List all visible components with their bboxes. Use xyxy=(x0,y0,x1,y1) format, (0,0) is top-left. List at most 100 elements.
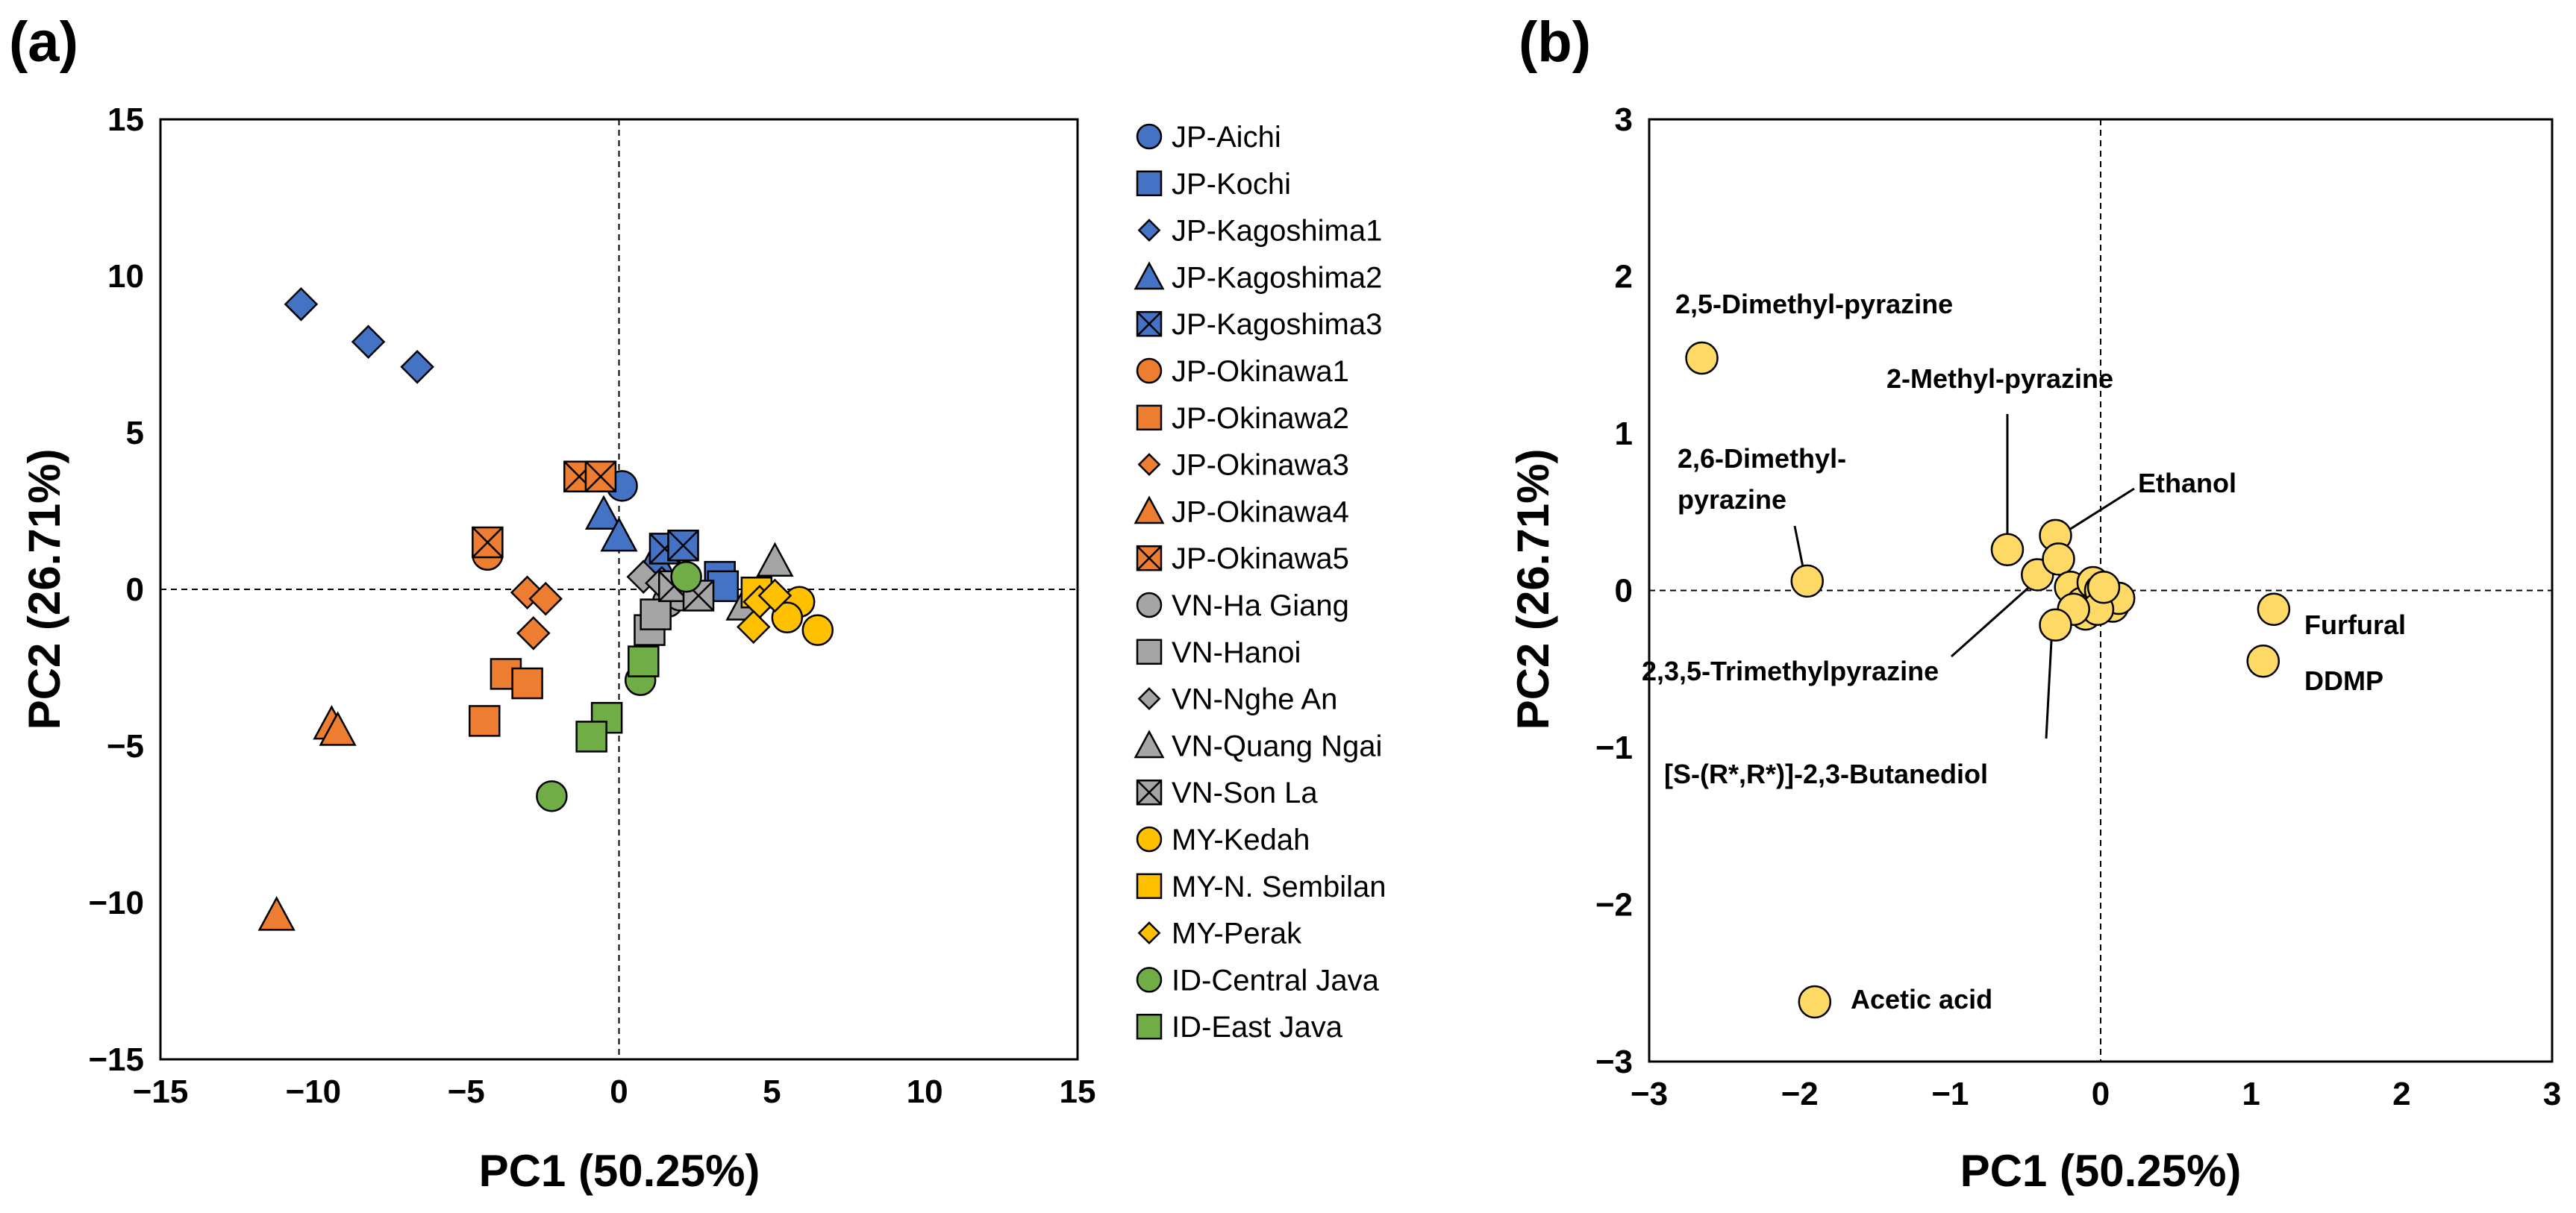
legend-label: JP-Okinawa4 xyxy=(1172,495,1349,528)
legend-item: JP-Kochi xyxy=(1136,168,1291,201)
legend-item: VN-Quang Ngai xyxy=(1134,730,1382,762)
annotation-label: 2-Methyl-pyrazine xyxy=(1886,363,2113,394)
legend-item: JP-Okinawa3 xyxy=(1137,449,1349,482)
x-tick-label: −1 xyxy=(1931,1076,1969,1112)
legend-label: MY-Perak xyxy=(1172,918,1302,950)
legend-item: ID-East Java xyxy=(1136,1011,1343,1044)
legend-item: VN-Nghe An xyxy=(1137,683,1337,716)
x-tick-label: 0 xyxy=(610,1073,628,1110)
data-point xyxy=(516,616,551,651)
y-axis-title-a: PC2 (26.71%) xyxy=(19,449,69,730)
legend-label: VN-Son La xyxy=(1172,777,1318,809)
x-tick-label: −10 xyxy=(286,1073,342,1110)
legend-item: JP-Kagoshima2 xyxy=(1134,261,1382,294)
legend-marker xyxy=(1134,261,1165,290)
x-tick-label: 1 xyxy=(2242,1076,2260,1112)
legend-marker xyxy=(1137,219,1161,242)
data-point xyxy=(257,896,296,931)
annotation-label: 2,6-Dimethyl- xyxy=(1678,443,1846,474)
x-axis-title-a: PC1 (50.25%) xyxy=(479,1146,760,1196)
legend-item: JP-Okinawa1 xyxy=(1136,355,1349,388)
legend-label: ID-East Java xyxy=(1172,1011,1343,1044)
panel-label-a: (a) xyxy=(9,10,78,74)
annotations-b: 2,5-Dimethyl-pyrazine 2-Methyl-pyrazine … xyxy=(1642,289,2406,1015)
legend-label: VN-Ha Giang xyxy=(1172,589,1349,622)
legend-label: JP-Kagoshima3 xyxy=(1172,308,1382,341)
annotation-label: Furfural xyxy=(2304,609,2406,640)
data-point xyxy=(1685,341,1719,375)
legend-item: VN-Son La xyxy=(1136,777,1318,809)
legend-label: JP-Okinawa3 xyxy=(1172,449,1349,482)
y-tick-label: 0 xyxy=(126,571,144,608)
y-tick-label: 3 xyxy=(1615,101,1633,138)
x-tick-label: 5 xyxy=(763,1073,781,1110)
x-tick-label: 2 xyxy=(2392,1076,2410,1112)
annotation-label: Ethanol xyxy=(2138,468,2236,498)
y-tick-label: −5 xyxy=(107,728,144,765)
data-point xyxy=(584,460,617,493)
points-a xyxy=(257,287,834,931)
legend-marker xyxy=(1136,1013,1163,1040)
x-tick-label: 0 xyxy=(2092,1076,2110,1112)
data-point xyxy=(670,560,702,593)
y-tick-label: 15 xyxy=(107,101,144,138)
y-tick-labels-a: −15 −10 −5 0 5 10 15 xyxy=(88,101,144,1078)
legend-item: JP-Okinawa5 xyxy=(1136,542,1349,575)
data-point xyxy=(400,350,434,384)
data-point xyxy=(2086,571,2121,604)
legend-label: MY-Kedah xyxy=(1172,824,1310,856)
legend-label: JP-Okinawa2 xyxy=(1172,402,1349,435)
legend-marker xyxy=(1136,123,1163,150)
data-point xyxy=(536,780,568,812)
x-tick-labels-a: −15 −10 −5 0 5 10 15 xyxy=(133,1073,1096,1110)
data-point xyxy=(1798,985,1832,1019)
legend-item: JP-Okinawa4 xyxy=(1134,495,1349,528)
data-point xyxy=(528,581,563,616)
data-point xyxy=(736,609,771,645)
data-point xyxy=(1790,564,1824,598)
x-tick-label: 15 xyxy=(1060,1073,1096,1110)
legend-label: JP-Kagoshima2 xyxy=(1172,261,1382,294)
y-tick-label: −10 xyxy=(88,885,144,921)
data-point xyxy=(801,614,834,646)
legend-marker xyxy=(1136,639,1163,665)
data-point xyxy=(511,667,543,700)
legend-item: JP-Aichi xyxy=(1136,121,1281,154)
x-axis-title-b: PC1 (50.25%) xyxy=(1960,1146,2242,1196)
legend-marker xyxy=(1136,826,1163,853)
legend-a: JP-Aichi JP-Kochi JP-Kagoshima1 JP-Kagoshim… xyxy=(1134,121,1387,1044)
legend-marker xyxy=(1136,592,1163,618)
data-point xyxy=(757,578,793,613)
y-tick-labels-b: −3 −2 −1 0 1 2 3 xyxy=(1595,101,1633,1080)
y-tick-label: −2 xyxy=(1595,887,1633,924)
data-point xyxy=(2246,644,2280,678)
data-point xyxy=(600,516,638,552)
legend-label: JP-Kagoshima1 xyxy=(1172,215,1382,248)
data-point xyxy=(472,526,504,559)
chart-b: (b) −3 −2 −1 0 1 2 3 −3 −2 −1 0 1 2 3 2,5-Dimethyl-p… xyxy=(1508,10,2561,1196)
legend-item: ID-Central Java xyxy=(1136,964,1380,997)
legend-label: JP-Kochi xyxy=(1172,168,1291,201)
legend-label: VN-Nghe An xyxy=(1172,683,1337,716)
chart-a: (a) −15 −10 −5 0 5 10 15 −15 −10 −5 0 5 10 15 PC1 (5… xyxy=(9,10,1387,1196)
legend-item: MY-Kedah xyxy=(1136,824,1310,856)
x-tick-label: −2 xyxy=(1781,1076,1819,1112)
legend-label: JP-Okinawa1 xyxy=(1172,355,1349,388)
legend-marker xyxy=(1136,404,1163,431)
legend-item: JP-Okinawa2 xyxy=(1136,402,1349,435)
x-tick-label: −5 xyxy=(448,1073,485,1110)
legend-label: MY-N. Sembilan xyxy=(1172,871,1387,903)
annotation-label: pyrazine xyxy=(1678,484,1786,515)
data-point xyxy=(351,325,386,359)
y-tick-label: 1 xyxy=(1615,416,1633,452)
legend-label: JP-Aichi xyxy=(1172,121,1281,154)
legend-marker xyxy=(1136,967,1163,993)
legend-item: MY-Perak xyxy=(1137,918,1302,950)
data-point xyxy=(2257,592,2291,627)
data-point xyxy=(1990,533,2025,567)
data-point xyxy=(2039,608,2072,642)
legend-marker xyxy=(1134,495,1165,524)
y-tick-label: −3 xyxy=(1595,1044,1633,1080)
y-tick-label: 10 xyxy=(107,258,144,295)
